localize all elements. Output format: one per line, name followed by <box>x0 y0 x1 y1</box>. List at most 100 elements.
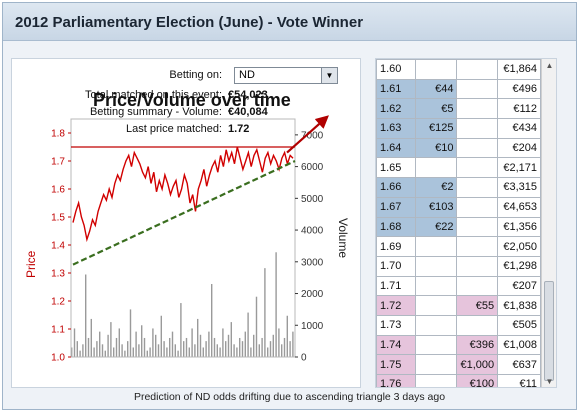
ladder-back-amount[interactable]: €2 <box>415 177 458 198</box>
ladder-price: 1.64 <box>376 137 417 159</box>
ladder-row[interactable]: 1.74 €396 €1,008 <box>376 334 541 356</box>
volume-bar <box>267 347 269 357</box>
last-price-value: 1.72 <box>228 123 250 135</box>
ladder-back-amount[interactable] <box>415 275 458 297</box>
volume-bar <box>250 347 252 357</box>
ladder-back-amount[interactable] <box>415 157 458 179</box>
ladder-lay-amount[interactable]: €1,000 <box>456 354 499 375</box>
volume-bar <box>169 337 171 357</box>
price-ladder: 1.60 €1,864 1.61 €44 €496 1.62 €5 €112 1.63 €125 €… <box>375 58 557 388</box>
ladder-lay-amount[interactable] <box>456 118 499 139</box>
ladder-row[interactable]: 1.60 €1,864 <box>376 59 541 80</box>
ladder-row[interactable]: 1.66 €2 €3,315 <box>376 177 541 198</box>
ladder-back-amount[interactable]: €10 <box>415 137 458 159</box>
chart-title: Price/Volume over time <box>93 90 291 110</box>
volume-bar <box>138 344 140 357</box>
ladder-back-amount[interactable] <box>415 354 458 375</box>
ladder-back-amount[interactable]: €125 <box>415 118 458 139</box>
volume-bars <box>71 252 294 357</box>
volume-bar <box>104 350 106 357</box>
volume-bar <box>281 344 283 357</box>
volume-bar <box>244 331 246 357</box>
ladder-row[interactable]: 1.75 €1,000 €637 <box>376 354 541 375</box>
scrollbar-thumb[interactable] <box>544 281 554 381</box>
ladder-row[interactable]: 1.64 €10 €204 <box>376 137 541 159</box>
ladder-row[interactable]: 1.67 €103 €4,653 <box>376 196 541 218</box>
volume-bar <box>202 347 204 357</box>
ladder-row[interactable]: 1.69 €2,050 <box>376 236 541 257</box>
ladder-back-amount[interactable] <box>415 59 458 80</box>
ladder-lay-amount[interactable] <box>456 236 499 257</box>
scroll-down-icon[interactable]: ▼ <box>545 377 554 386</box>
ladder-lay-amount[interactable] <box>456 98 499 120</box>
volume-bar <box>163 341 165 357</box>
ladder-lay-amount[interactable]: €396 <box>456 334 499 356</box>
volume-bar <box>177 350 179 357</box>
scroll-up-icon[interactable]: ▲ <box>545 61 554 70</box>
volume-bar <box>127 341 129 357</box>
ladder-lay-amount[interactable] <box>456 177 499 198</box>
ladder-row[interactable]: 1.65 €2,171 <box>376 157 541 179</box>
ladder-back-amount[interactable] <box>415 334 458 356</box>
price-tick-label: 1.5 <box>51 213 65 224</box>
ladder-row[interactable]: 1.63 €125 €434 <box>376 118 541 139</box>
last-price-label: Last price matched: <box>126 123 222 135</box>
ladder-lay-amount[interactable] <box>456 255 499 277</box>
betting-on-select[interactable]: ND ▼ <box>234 67 338 84</box>
volume-bar <box>286 315 288 357</box>
ladder-matched-amount: €1,356 <box>497 216 541 238</box>
ladder-row[interactable]: 1.62 €5 €112 <box>376 98 541 120</box>
ladder-row[interactable]: 1.73 €505 <box>376 314 541 336</box>
ladder-row[interactable]: 1.70 €1,298 <box>376 255 541 277</box>
ladder-lay-amount[interactable]: €100 <box>456 374 499 387</box>
ladder-back-amount[interactable] <box>415 374 458 387</box>
ladder-back-amount[interactable] <box>415 236 458 257</box>
volume-bar <box>272 334 274 357</box>
ladder-price: 1.63 <box>376 118 417 139</box>
ladder-back-amount[interactable]: €22 <box>415 216 458 238</box>
price-tick-label: 1.2 <box>51 297 65 308</box>
ladder-scrollbar[interactable]: ▲ ▼ <box>541 59 556 387</box>
volume-bar <box>264 268 266 357</box>
ladder-row[interactable]: 1.61 €44 €496 <box>376 78 541 100</box>
ladder-back-amount[interactable]: €103 <box>415 196 458 218</box>
ladder-lay-amount[interactable] <box>456 314 499 336</box>
ladder-price: 1.75 <box>376 354 417 375</box>
price-tick-label: 1.6 <box>51 185 65 196</box>
volume-bar <box>160 315 162 357</box>
ladder-row[interactable]: 1.68 €22 €1,356 <box>376 216 541 238</box>
ladder-lay-amount[interactable]: €55 <box>456 295 499 316</box>
volume-tick-label: 5000 <box>301 194 324 205</box>
volume-bar <box>213 337 216 357</box>
ladder-row[interactable]: 1.72 €55 €1,838 <box>376 295 541 316</box>
ladder-matched-amount: €2,171 <box>497 157 541 179</box>
ladder-back-amount[interactable] <box>415 314 458 336</box>
ladder-row[interactable]: 1.71 €207 <box>376 275 541 297</box>
chevron-down-icon[interactable]: ▼ <box>321 68 337 83</box>
volume-bar <box>143 337 146 357</box>
price-volume-chart: 1.8 1.7 1.6 1.5 1.4 1.3 1.2 1.1 1.0 7000 6000 5000… <box>24 115 350 364</box>
volume-bar <box>132 347 134 357</box>
ladder-lay-amount[interactable] <box>456 59 499 80</box>
ladder-price: 1.70 <box>376 255 417 277</box>
ladder-lay-amount[interactable] <box>456 216 499 238</box>
ladder-lay-amount[interactable] <box>456 137 499 159</box>
chart-grid <box>70 118 296 358</box>
volume-bar <box>124 350 126 357</box>
ladder-price: 1.66 <box>376 177 417 198</box>
ladder-lay-amount[interactable] <box>456 78 499 100</box>
breakout-arrow <box>286 115 329 154</box>
ladder-lay-amount[interactable] <box>456 275 499 297</box>
volume-bar <box>225 341 227 357</box>
ladder-lay-amount[interactable] <box>456 157 499 179</box>
price-series-line <box>72 146 294 243</box>
ladder-back-amount[interactable]: €44 <box>415 78 458 100</box>
ladder-lay-amount[interactable] <box>456 196 499 218</box>
ladder-back-amount[interactable] <box>415 295 458 316</box>
volume-bar <box>255 296 258 357</box>
ladder-row[interactable]: 1.76 €100 €11 <box>376 374 541 387</box>
volume-bar <box>241 341 244 357</box>
ladder-back-amount[interactable]: €5 <box>415 98 458 120</box>
ladder-back-amount[interactable] <box>415 255 458 277</box>
price-tick-label: 1.0 <box>51 353 65 364</box>
